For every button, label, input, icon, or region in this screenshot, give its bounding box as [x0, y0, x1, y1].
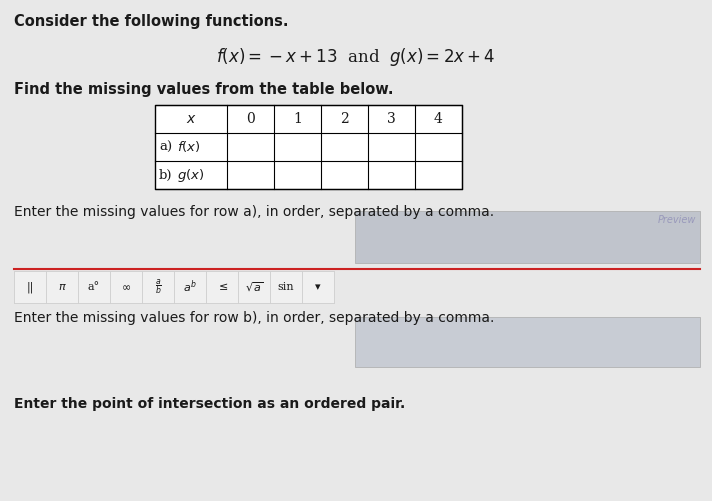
- Text: sin: sin: [278, 282, 294, 292]
- Bar: [355, 211, 700, 263]
- Text: 1: 1: [293, 112, 302, 126]
- Text: $\leq$: $\leq$: [216, 282, 228, 293]
- Text: 0: 0: [246, 112, 255, 126]
- Text: Enter the missing values for row b), in order, separated by a comma.: Enter the missing values for row b), in …: [14, 311, 494, 325]
- Text: $f(x) = -x + 13$  and  $g(x) = 2x + 4$: $f(x) = -x + 13$ and $g(x) = 2x + 4$: [216, 46, 496, 68]
- Text: $a^b$: $a^b$: [183, 279, 197, 295]
- Text: Enter the point of intersection as an ordered pair.: Enter the point of intersection as an or…: [14, 397, 405, 411]
- Text: b): b): [159, 168, 172, 181]
- Bar: [78, 271, 110, 303]
- Text: $x$: $x$: [186, 112, 197, 126]
- Text: $\frac{a}{b}$: $\frac{a}{b}$: [155, 278, 162, 297]
- Text: $g(x)$: $g(x)$: [177, 166, 204, 183]
- Text: ▾: ▾: [315, 282, 321, 292]
- Text: Find the missing values from the table below.: Find the missing values from the table b…: [14, 82, 394, 97]
- Text: $\pi$: $\pi$: [58, 282, 66, 292]
- Bar: [206, 271, 238, 303]
- Text: Consider the following functions.: Consider the following functions.: [14, 14, 288, 29]
- Bar: [142, 271, 174, 303]
- Bar: [14, 271, 334, 303]
- Bar: [238, 271, 270, 303]
- Bar: [174, 271, 206, 303]
- Text: $f(x)$: $f(x)$: [177, 139, 201, 154]
- Text: Enter the missing values for row a), in order, separated by a comma.: Enter the missing values for row a), in …: [14, 205, 494, 219]
- Bar: [270, 271, 302, 303]
- Text: $\sqrt{a}$: $\sqrt{a}$: [245, 281, 263, 294]
- Bar: [14, 271, 46, 303]
- Bar: [155, 105, 462, 189]
- Text: 2: 2: [340, 112, 349, 126]
- Bar: [110, 271, 142, 303]
- Bar: [355, 317, 700, 367]
- Text: 3: 3: [387, 112, 396, 126]
- Text: Preview: Preview: [658, 215, 696, 225]
- Text: a°: a°: [88, 282, 100, 292]
- Bar: [302, 271, 334, 303]
- Bar: [46, 271, 78, 303]
- Text: $\infty$: $\infty$: [121, 282, 131, 292]
- Text: a): a): [159, 140, 172, 153]
- Text: ||: ||: [26, 281, 33, 293]
- Text: 4: 4: [434, 112, 443, 126]
